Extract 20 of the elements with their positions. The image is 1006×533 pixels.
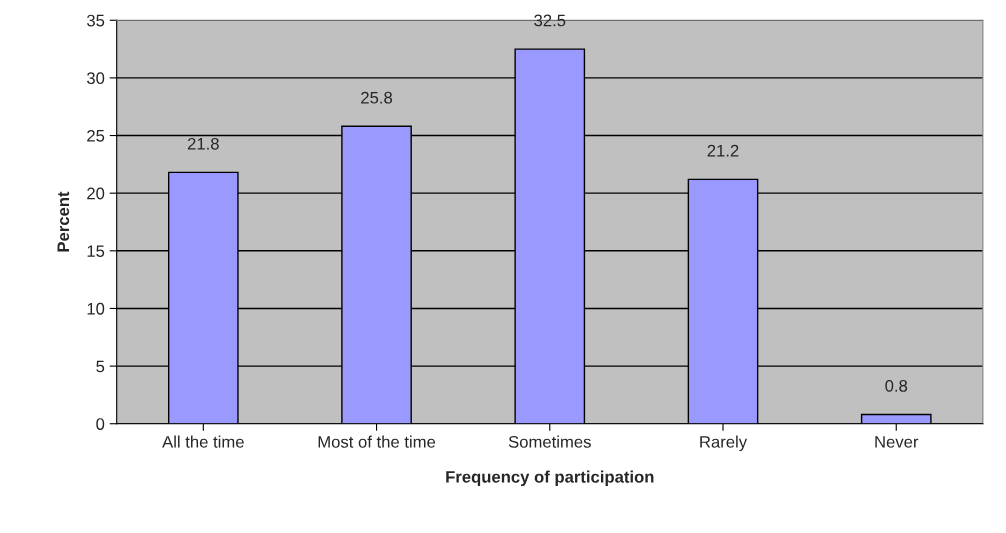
data-label: 21.8 [187,137,219,150]
y-tick-label: 0 [96,418,105,430]
y-tick-label: 5 [96,360,105,373]
x-tick-label: Rarely [700,435,748,452]
data-label: 0.8 [885,379,908,392]
y-tick-label: 25 [87,129,105,142]
y-tick-label: 35 [86,14,105,27]
data-label: 25.8 [361,91,393,104]
x-tick-label: Never [875,436,919,448]
y-tick-label: 20 [87,187,105,200]
y-tick-label: 10 [87,302,105,315]
x-axis-title: Frequency of participation [446,470,654,487]
y-tick-label: 30 [86,72,105,85]
data-label: 21.2 [707,144,739,157]
y-axis-title: Percent [57,191,70,252]
y-tick-label: 15 [87,245,105,258]
x-tick-label: Most of the time [318,435,436,448]
x-tick-label: Sometimes [508,435,591,448]
data-label: 32.5 [534,14,566,27]
x-tick-label: All the time [162,435,244,448]
